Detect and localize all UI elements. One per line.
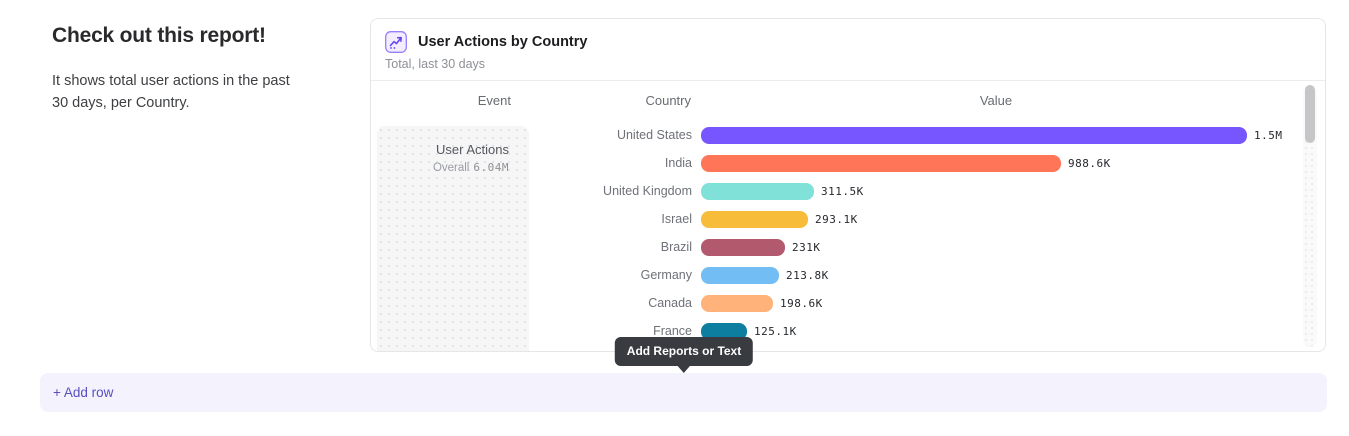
value-label: 311.5K <box>821 184 864 198</box>
report-subtitle: Total, last 30 days <box>385 57 486 71</box>
value-label: 231K <box>792 240 821 254</box>
chart-row: United States 1.5M <box>529 121 1325 149</box>
value-label: 213.8K <box>786 268 829 282</box>
line-chart-icon <box>385 31 407 53</box>
bar-israel[interactable] <box>701 210 808 228</box>
column-header-value: Value <box>979 93 1013 108</box>
tooltip-caret <box>676 365 691 373</box>
event-cell[interactable]: User Actions Overall 6.04M <box>377 126 529 351</box>
scrollbar-track[interactable] <box>1303 85 1317 347</box>
bar-germany[interactable] <box>701 266 779 284</box>
category-label: India <box>664 156 692 170</box>
event-name: User Actions <box>436 142 509 157</box>
report-card[interactable]: User Actions by Country Total, last 30 d… <box>370 18 1326 352</box>
category-label: France <box>653 324 692 338</box>
category-label: United States <box>616 128 692 142</box>
text-card[interactable]: Check out this report! It shows total us… <box>52 24 302 114</box>
bar-india[interactable] <box>701 154 1061 172</box>
column-header-country: Country <box>645 93 691 108</box>
category-label: Germany <box>640 268 692 282</box>
scrollbar-thumb[interactable] <box>1305 85 1315 143</box>
chart-area: Event Country Value User Actions Overall… <box>371 81 1325 351</box>
category-label: Canada <box>648 296 692 310</box>
category-label: United Kingdom <box>603 184 692 198</box>
category-label: Israel <box>661 212 692 226</box>
chart-row: Germany 213.8K <box>529 261 1325 289</box>
chart-row: Brazil 231K <box>529 233 1325 261</box>
text-card-title: Check out this report! <box>52 24 266 47</box>
bar-france[interactable] <box>701 322 747 340</box>
value-label: 125.1K <box>754 324 797 338</box>
chart-row: Israel 293.1K <box>529 205 1325 233</box>
chart-row: France 125.1K <box>529 317 1325 345</box>
chart-rows: United States 1.5M India 988.6K United Kingd… <box>529 121 1325 351</box>
category-label: Brazil <box>660 240 692 254</box>
value-label: 198.6K <box>780 296 823 310</box>
add-row-label: + Add row <box>53 385 114 400</box>
bar-united-states[interactable] <box>701 126 1247 144</box>
chart-row: India 988.6K <box>529 149 1325 177</box>
bar-canada[interactable] <box>701 294 773 312</box>
chart-row: Canada 198.6K <box>529 289 1325 317</box>
event-aggregation: Overall <box>432 162 470 174</box>
chart-row: United Kingdom 311.5K <box>529 177 1325 205</box>
column-headers: Event Country Value <box>371 93 1325 108</box>
value-label: 1.5M <box>1254 128 1283 142</box>
bar-united-kingdom[interactable] <box>701 182 814 200</box>
value-label: 293.1K <box>815 212 858 226</box>
tooltip-label: Add Reports or Text <box>626 344 742 358</box>
report-title: User Actions by Country <box>418 34 588 50</box>
text-card-description: It shows total user actions in the past … <box>52 73 290 111</box>
report-card-header: User Actions by Country Total, last 30 d… <box>371 19 1325 81</box>
add-reports-tooltip: Add Reports or Text <box>614 337 754 373</box>
event-total: 6.04M <box>473 161 509 174</box>
value-label: 988.6K <box>1068 156 1111 170</box>
add-row-button[interactable]: + Add row <box>40 373 1327 412</box>
bar-brazil[interactable] <box>701 238 785 256</box>
column-header-event: Event <box>477 93 511 108</box>
